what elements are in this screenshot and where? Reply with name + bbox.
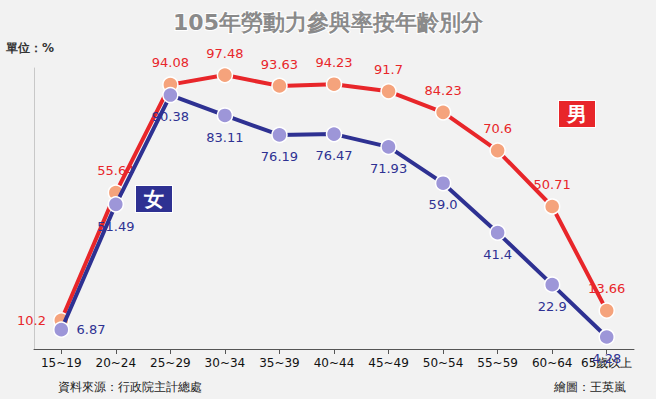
svg-text:繪圖：王英嵐: 繪圖：王英嵐	[553, 380, 626, 394]
svg-text:97.48: 97.48	[206, 46, 243, 61]
svg-text:51.49: 51.49	[97, 219, 134, 234]
svg-text:男: 男	[566, 102, 587, 126]
svg-text:25~29: 25~29	[150, 356, 191, 370]
svg-text:93.63: 93.63	[261, 57, 298, 72]
svg-text:71.93: 71.93	[370, 161, 407, 176]
svg-text:6.87: 6.87	[77, 322, 106, 337]
svg-text:59.0: 59.0	[429, 197, 458, 212]
svg-text:50.71: 50.71	[534, 177, 571, 192]
svg-text:55~59: 55~59	[477, 356, 518, 370]
svg-text:10.2: 10.2	[17, 313, 46, 328]
svg-text:22.9: 22.9	[538, 299, 567, 314]
svg-text:70.6: 70.6	[483, 121, 512, 136]
svg-text:55.64: 55.64	[97, 163, 135, 179]
svg-text:30~34: 30~34	[205, 356, 246, 370]
svg-text:40~44: 40~44	[314, 356, 355, 370]
svg-text:83.11: 83.11	[206, 130, 243, 145]
svg-text:94.08: 94.08	[152, 55, 189, 70]
svg-text:76.19: 76.19	[261, 149, 298, 164]
svg-text:84.23: 84.23	[424, 83, 461, 98]
svg-text:資料來源：行政院主計總處: 資料來源：行政院主計總處	[58, 380, 202, 394]
svg-text:20~24: 20~24	[96, 356, 137, 370]
svg-text:60~64: 60~64	[532, 356, 573, 370]
svg-text:76.47: 76.47	[315, 148, 352, 163]
svg-text:90.38: 90.38	[152, 109, 189, 124]
svg-text:45~49: 45~49	[368, 356, 409, 370]
svg-text:35~39: 35~39	[259, 356, 300, 370]
svg-text:女: 女	[143, 187, 164, 211]
svg-text:50~54: 50~54	[423, 356, 464, 370]
svg-text:41.4: 41.4	[483, 247, 512, 262]
svg-text:13.66: 13.66	[588, 281, 625, 296]
svg-text:65歲以上: 65歲以上	[581, 356, 633, 370]
svg-text:4.28: 4.28	[592, 351, 621, 366]
svg-text:15~19: 15~19	[41, 356, 82, 370]
svg-text:94.23: 94.23	[315, 55, 352, 70]
svg-text:單位：%: 單位：%	[5, 41, 54, 55]
svg-text:105年勞動力參與率按年齡別分: 105年勞動力參與率按年齡別分	[173, 10, 484, 35]
svg-text:91.7: 91.7	[374, 62, 403, 77]
